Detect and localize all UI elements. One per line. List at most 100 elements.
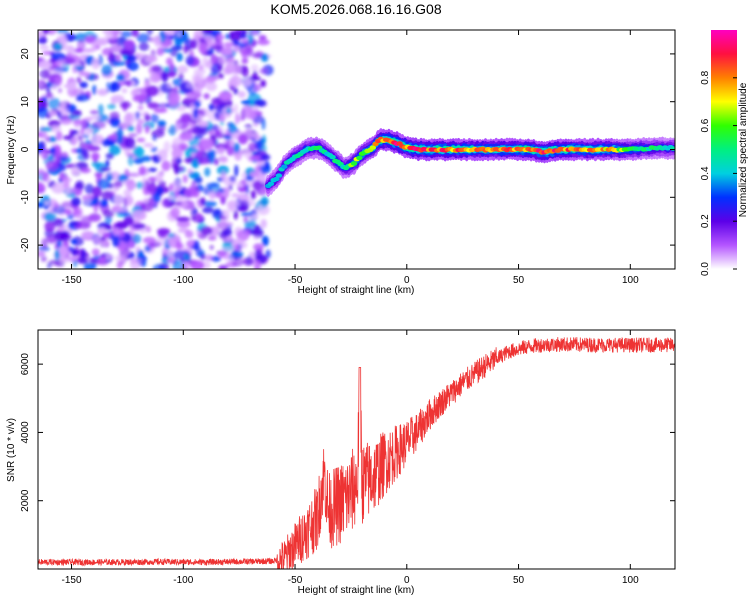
noise-speckle <box>38 60 52 69</box>
noise-speckle <box>39 127 53 132</box>
noise-speckle <box>72 66 77 74</box>
noise-speckle <box>193 240 200 251</box>
noise-speckle <box>250 64 259 72</box>
noise-speckle <box>91 134 105 146</box>
noise-speckle <box>89 73 94 81</box>
noise-speckle <box>93 206 99 213</box>
noise-speckle <box>113 194 124 206</box>
noise-speckle <box>260 53 269 62</box>
noise-speckle <box>218 264 228 269</box>
colorbar-label: Normalized spectral amplitude <box>738 82 749 217</box>
noise-speckle <box>147 176 158 182</box>
noise-speckle <box>157 228 171 235</box>
noise-speckle <box>74 32 88 43</box>
noise-speckle <box>137 104 144 111</box>
spectrogram-y-tick-label: 20 <box>20 48 31 60</box>
noise-speckle <box>75 180 85 191</box>
colorbar-tick-label: 0.0 <box>700 262 711 276</box>
noise-speckle <box>260 79 267 88</box>
noise-speckle <box>121 88 128 94</box>
noise-speckle <box>169 124 177 136</box>
noise-speckle <box>193 176 203 183</box>
noise-speckle <box>202 206 214 214</box>
snr-y-tick-label: 6000 <box>20 353 31 376</box>
noise-speckle <box>136 33 150 43</box>
noise-speckle <box>116 73 125 82</box>
noise-speckle <box>124 137 136 149</box>
noise-speckle <box>38 245 50 252</box>
noise-speckle <box>179 166 185 172</box>
noise-speckle <box>203 93 210 100</box>
noise-speckle <box>229 85 235 91</box>
noise-speckle <box>257 39 270 46</box>
noise-speckle <box>241 30 246 40</box>
noise-speckle <box>211 124 219 131</box>
noise-speckle <box>236 182 244 188</box>
noise-speckle <box>82 142 87 150</box>
snr-y-label: SNR (10 * v/v) <box>6 418 17 482</box>
noise-speckle <box>229 175 237 183</box>
noise-speckle <box>38 81 43 88</box>
noise-speckle <box>243 149 252 159</box>
noise-speckle <box>228 124 237 134</box>
noise-speckle <box>132 210 147 221</box>
noise-speckle <box>201 138 214 151</box>
noise-speckle <box>185 55 195 66</box>
noise-speckle <box>208 103 215 112</box>
noise-speckle <box>68 46 76 55</box>
noise-speckle <box>258 35 267 41</box>
noise-speckle <box>76 76 82 84</box>
noise-speckle <box>217 34 224 41</box>
snr-x-tick-label: -100 <box>173 575 193 586</box>
noise-speckle <box>51 83 58 90</box>
noise-speckle <box>177 65 189 74</box>
noise-speckle <box>163 141 171 153</box>
noise-speckle <box>38 182 46 194</box>
spectrogram-y-tick-label: 10 <box>20 96 31 108</box>
noise-speckle <box>176 219 191 228</box>
noise-speckle <box>253 259 261 269</box>
noise-speckle <box>187 93 195 100</box>
noise-speckle <box>170 45 184 51</box>
noise-speckle <box>230 136 234 149</box>
noise-speckle <box>126 61 139 71</box>
noise-speckle <box>126 179 136 191</box>
noise-speckle <box>114 221 129 230</box>
noise-speckle <box>131 30 139 37</box>
noise-speckle <box>209 191 216 200</box>
noise-speckle <box>161 48 173 53</box>
noise-speckle <box>147 241 156 250</box>
spectrogram-y-tick-label: -20 <box>20 237 31 252</box>
noise-speckle <box>137 119 145 124</box>
noise-speckle <box>53 218 64 227</box>
spectrogram-x-label: Height of straight line (km) <box>298 285 415 296</box>
noise-speckle <box>92 197 98 205</box>
noise-speckle <box>151 65 162 73</box>
noise-speckle <box>91 152 100 161</box>
noise-speckle <box>200 253 206 261</box>
noise-speckle <box>245 174 254 182</box>
snr-x-label: Height of straight line (km) <box>298 585 415 596</box>
noise-speckle <box>251 229 261 236</box>
noise-speckle <box>114 180 123 188</box>
figure-title: KOM5.2026.068.16.16.G08 <box>270 1 441 17</box>
noise-speckle <box>123 189 132 197</box>
noise-speckle <box>219 113 225 122</box>
noise-speckle <box>231 258 244 267</box>
noise-speckle <box>182 174 188 184</box>
noise-speckle <box>214 158 219 166</box>
noise-speckle <box>80 126 85 135</box>
noise-speckle <box>146 183 157 193</box>
noise-speckle <box>39 69 50 79</box>
noise-speckle <box>252 180 263 191</box>
noise-speckle <box>70 166 80 175</box>
colorbar-scale <box>711 30 737 269</box>
noise-speckle <box>56 58 67 69</box>
noise-speckle <box>57 254 72 263</box>
noise-speckle <box>79 81 88 89</box>
colorbar-tick-label: 0.8 <box>700 70 711 84</box>
noise-speckle <box>218 54 230 65</box>
spectrogram-ridge-layer <box>265 128 675 197</box>
noise-speckle <box>244 108 256 119</box>
noise-speckle <box>248 155 262 160</box>
